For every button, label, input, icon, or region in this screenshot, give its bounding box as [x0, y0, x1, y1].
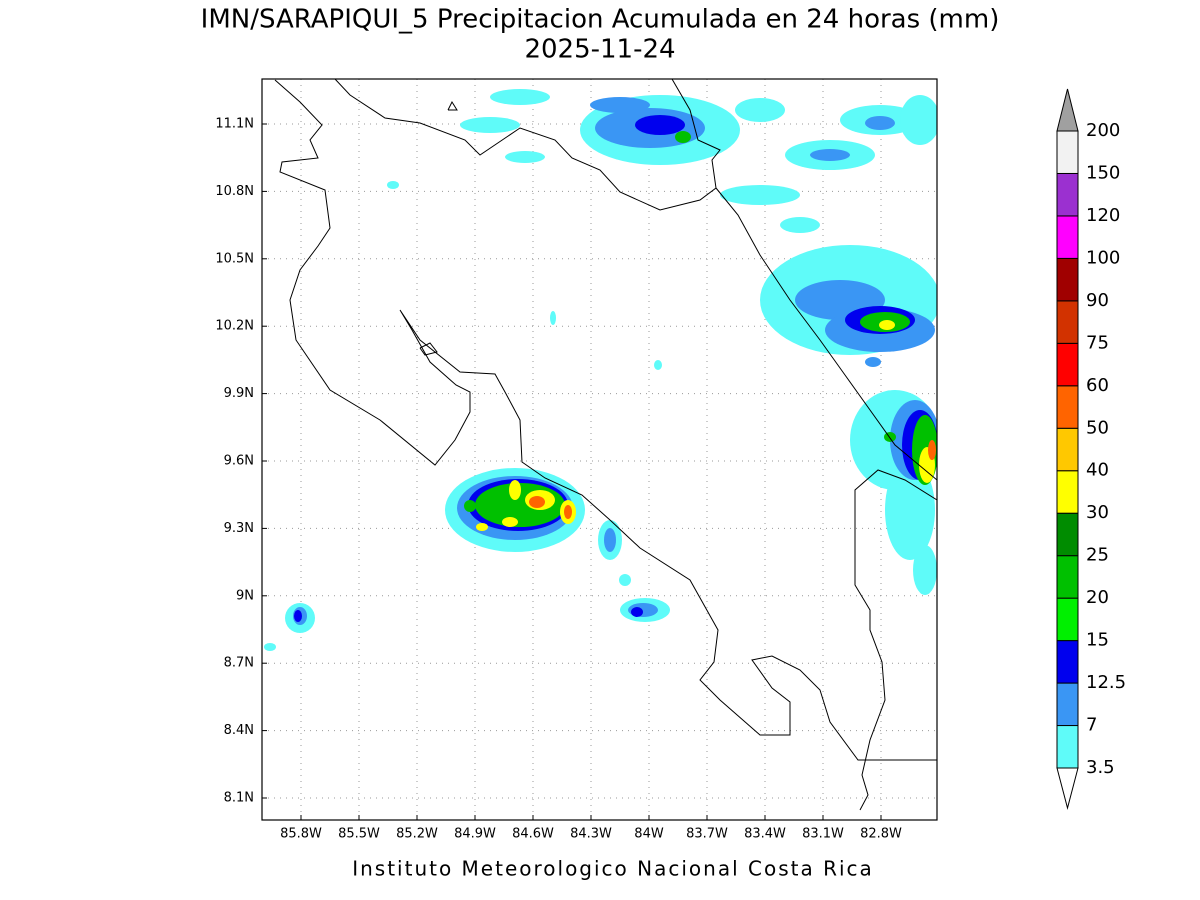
lon-label: 85.5W [338, 827, 380, 842]
colorbar-label: 7 [1086, 715, 1097, 736]
lon-label: 84W [634, 827, 664, 842]
colorbar-label: 75 [1086, 332, 1109, 353]
colorbar-box [1056, 555, 1079, 599]
lat-label: 9.6N [224, 454, 254, 469]
colorbar-label: 100 [1086, 247, 1120, 268]
lon-label: 83.4W [744, 827, 786, 842]
colorbar-box [1056, 215, 1079, 259]
lat-label: 10.8N [215, 184, 254, 199]
colorbar-box [1056, 597, 1079, 642]
lat-label: 9.3N [224, 521, 254, 536]
lat-label: 8.7N [224, 656, 254, 671]
lon-label: 85.2W [396, 827, 438, 842]
lon-label: 83.7W [686, 827, 728, 842]
colorbar-box [1056, 257, 1079, 302]
title: IMN/SARAPIQUI_5 Precipitacion Acumulada … [201, 5, 1000, 35]
lat-label: 10.2N [215, 319, 254, 334]
panama-coast [854, 469, 937, 811]
colorbar-label: 50 [1086, 417, 1109, 438]
pacific-coast [274, 79, 937, 761]
lon-label: 83.1W [802, 827, 844, 842]
map-frame [261, 78, 938, 821]
lat-label: 10.5N [215, 251, 254, 266]
nicaragua-border [334, 79, 721, 211]
lat-label: 9N [236, 588, 254, 603]
colorbar-box [1056, 172, 1079, 217]
precipitation [264, 89, 937, 651]
subtitle: 2025-11-24 [524, 35, 675, 65]
colorbar-label: 120 [1086, 205, 1120, 226]
colorbar-box [1056, 342, 1079, 387]
lat-label: 11.1N [215, 117, 254, 132]
colorbar: 3.5 7 12.5 15 20 25 30 40 50 60 75 90 100 120 150 200 [1056, 88, 1126, 810]
colorbar-over [1056, 88, 1079, 132]
caribbean-coast [715, 187, 937, 481]
lat-label: 9.9N [224, 386, 254, 401]
colorbar-box [1056, 130, 1079, 174]
lon-label: 84.9W [454, 827, 496, 842]
colorbar-label: 30 [1086, 502, 1109, 523]
colorbar-label: 25 [1086, 545, 1109, 566]
colorbar-label: 12.5 [1086, 672, 1126, 693]
colorbar-label: 90 [1086, 290, 1109, 311]
colorbar-box [1056, 385, 1079, 429]
lon-label: 85.8W [280, 827, 322, 842]
island [419, 342, 438, 356]
grid: 11.1N 10.8N 10.5N 10.2N 9.9N 9.6N 9.3N 9N 8.7N 8.… [215, 79, 937, 842]
colorbar-box [1056, 427, 1079, 472]
lon-label: 82.8W [860, 827, 902, 842]
colorbar-box [1056, 470, 1079, 514]
lon-label: 84.3W [570, 827, 612, 842]
colorbar-box [1056, 512, 1079, 557]
precip-extreme [529, 440, 936, 519]
colorbar-label: 150 [1086, 162, 1120, 183]
lat-label: 8.1N [224, 791, 254, 806]
colorbar-label: 40 [1086, 460, 1109, 481]
lon-label: 84.6W [512, 827, 554, 842]
colorbar-box [1056, 682, 1079, 727]
colorbar-label: 200 [1086, 120, 1120, 141]
colorbar-label: 20 [1086, 587, 1109, 608]
colorbar-box [1056, 725, 1079, 769]
lake-nicaragua [447, 100, 458, 111]
colorbar-box [1056, 300, 1079, 344]
footer: Instituto Meteorologico Nacional Costa R… [352, 857, 874, 881]
colorbar-label: 3.5 [1086, 757, 1115, 778]
colorbar-label: 15 [1086, 630, 1109, 651]
colorbar-box [1056, 640, 1079, 684]
coastlines [274, 79, 937, 811]
colorbar-label: 60 [1086, 375, 1109, 396]
colorbar-under [1056, 767, 1079, 810]
lat-label: 8.4N [224, 723, 254, 738]
